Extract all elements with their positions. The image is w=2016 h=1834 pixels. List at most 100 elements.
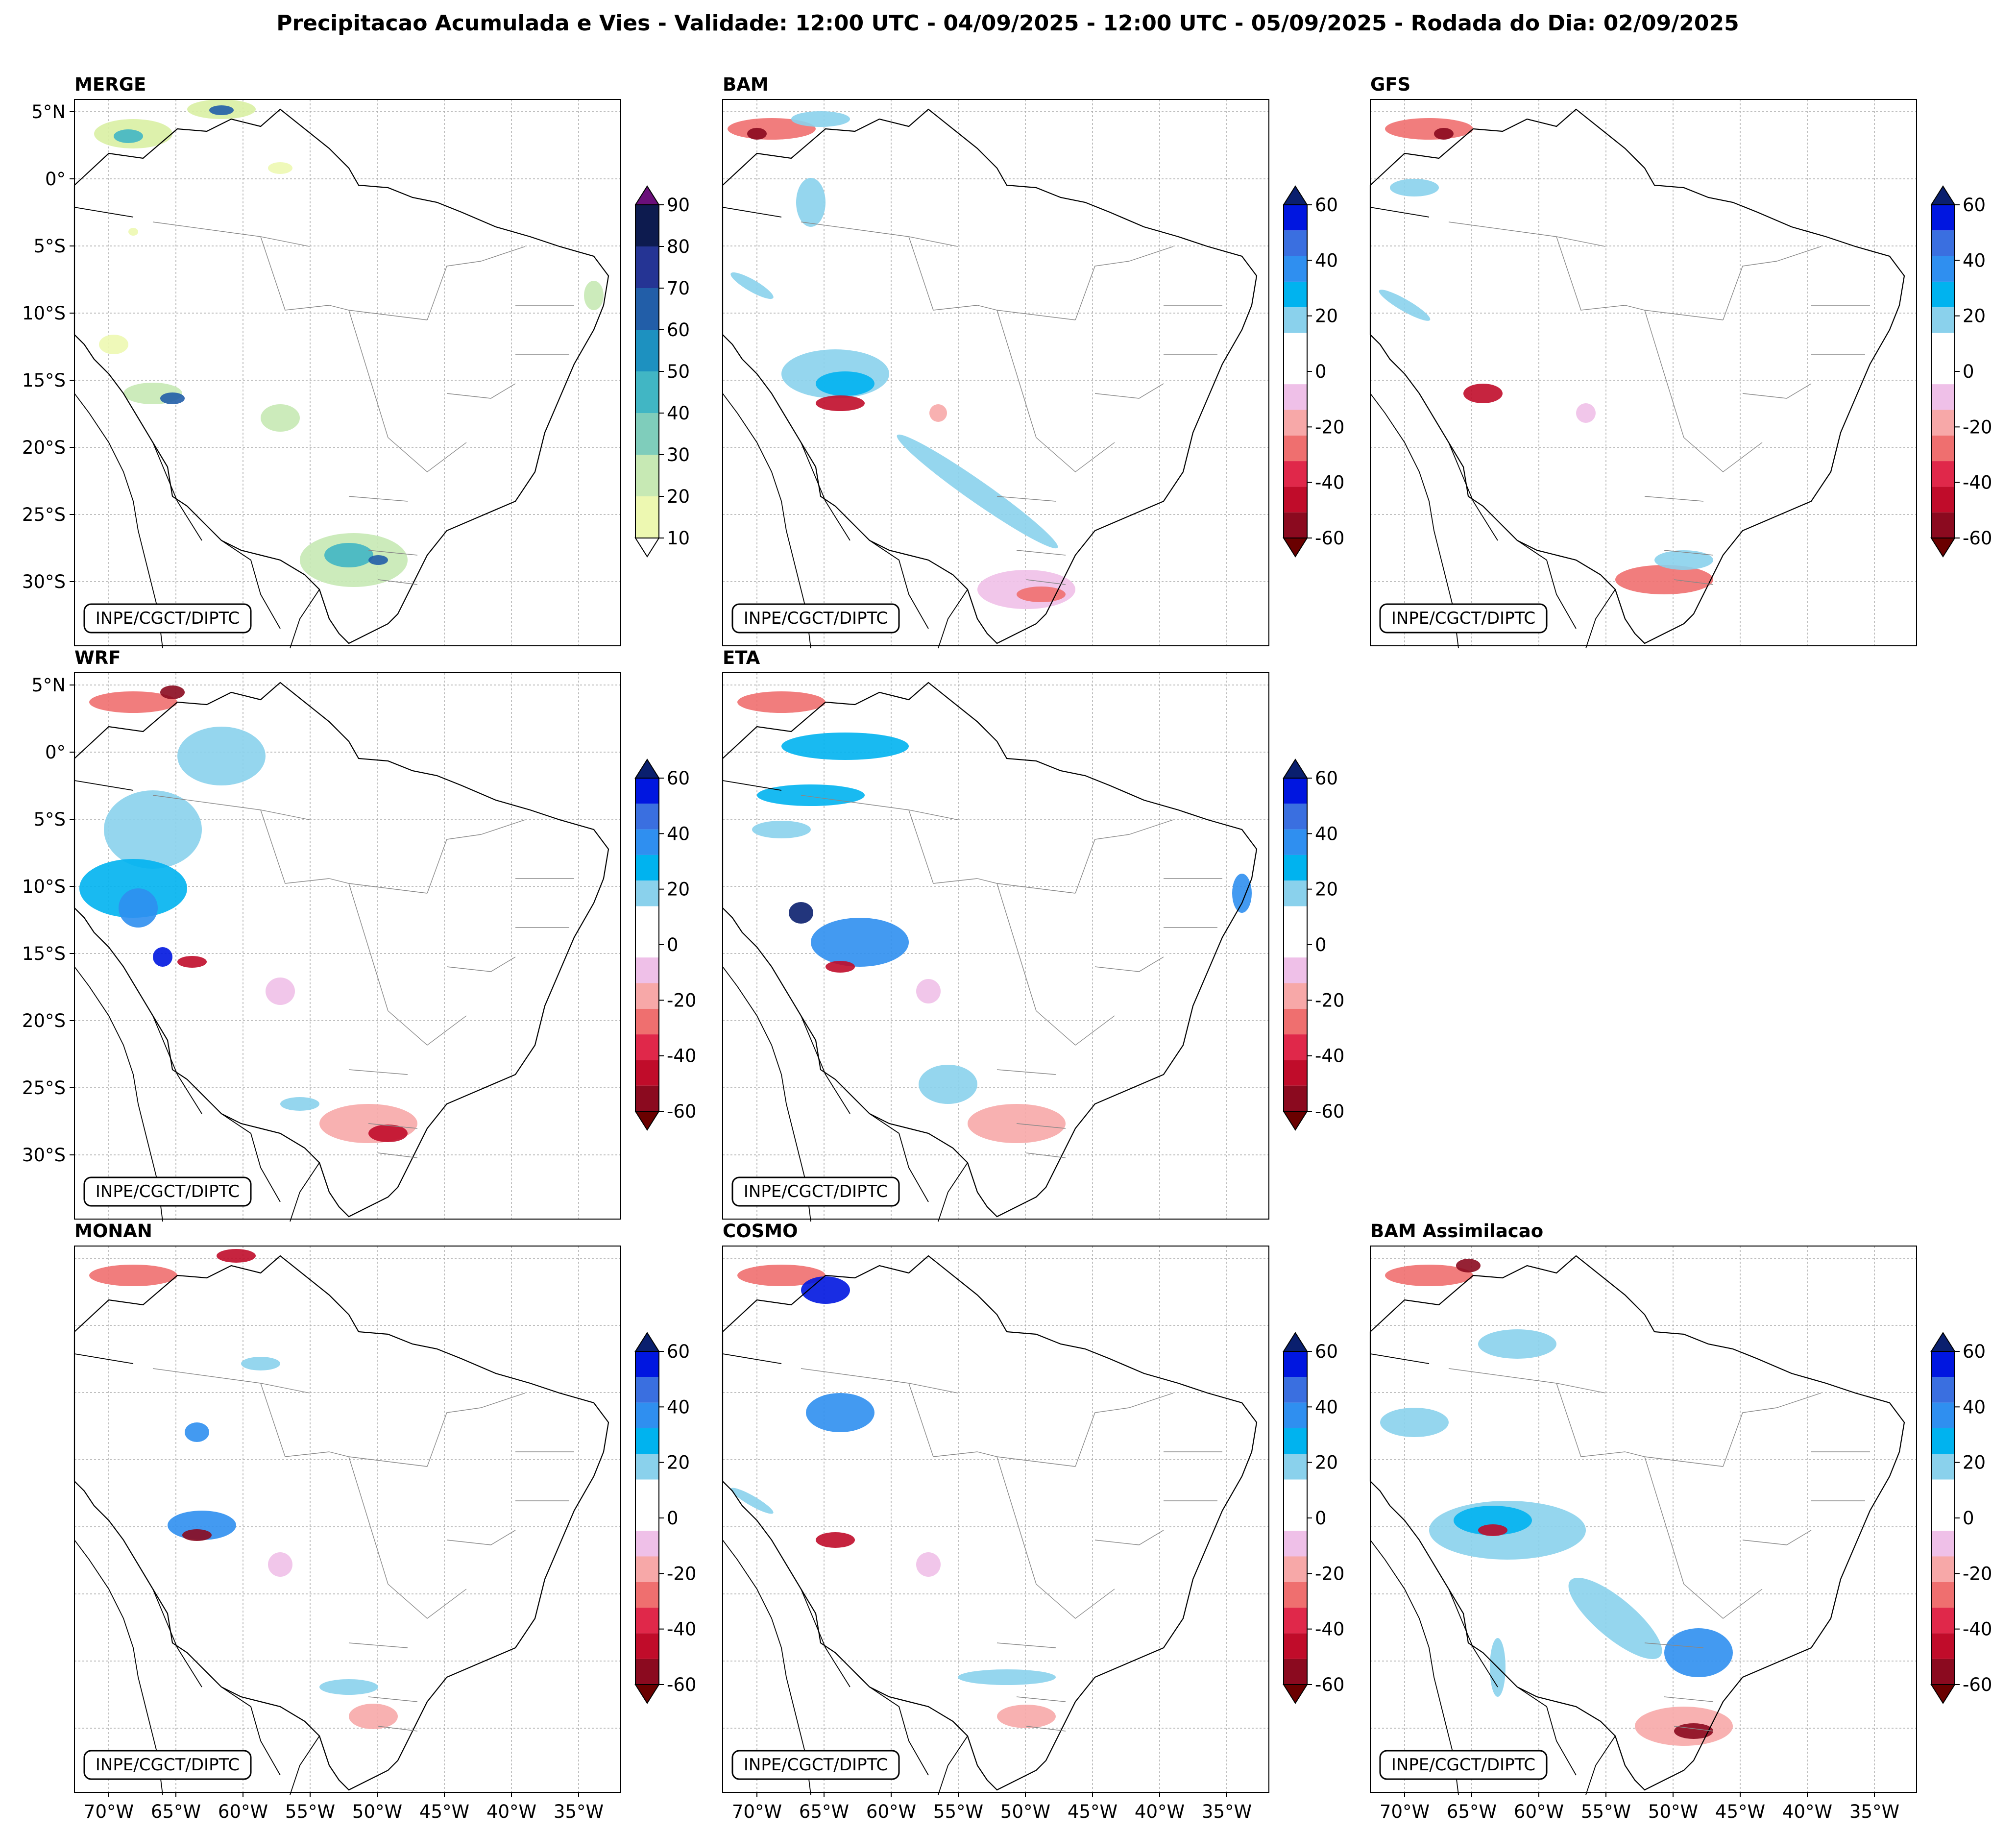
colorbar-segment xyxy=(1284,855,1307,881)
colorbar-segment xyxy=(635,778,659,804)
precip-patch xyxy=(261,404,300,432)
bias-colorbar: 60 40 20 0 -20 -40 -60 xyxy=(1283,185,1344,558)
precip-patch xyxy=(997,1705,1056,1728)
colorbar-tick-label: 40 xyxy=(1963,250,1986,271)
credit-frame xyxy=(731,603,900,634)
lon-label: 60°W xyxy=(866,1801,916,1822)
bias-colorbar: 60 40 20 0 -20 -40 -60 xyxy=(1930,185,1992,558)
colorbar-tick-label: 60 xyxy=(1315,1341,1338,1362)
precip-patch xyxy=(1456,1259,1481,1272)
colorbar-segment xyxy=(1284,435,1307,462)
bias-colorbar: 60 40 20 0 -20 -40 -60 xyxy=(634,758,696,1131)
credit-label: INPE/CGCT/DIPTC xyxy=(1391,1755,1535,1775)
credit-label: INPE/CGCT/DIPTC xyxy=(1391,609,1535,628)
precip-patch xyxy=(791,111,850,127)
colorbar-tick-label: 40 xyxy=(667,823,690,844)
colorbar-tick-label: 60 xyxy=(667,768,690,789)
colorbar-tick-label: 60 xyxy=(1963,195,1986,216)
precip-patch xyxy=(730,272,774,299)
colorbar-segment xyxy=(1284,1505,1307,1531)
credit-label: INPE/CGCT/DIPTC xyxy=(744,609,888,628)
lon-label: 40°W xyxy=(486,1801,536,1822)
colorbar-segment xyxy=(635,1659,659,1685)
colorbar-segment xyxy=(1931,1454,1955,1480)
lon-label: 70°W xyxy=(84,1801,134,1822)
map-background xyxy=(723,1246,1269,1792)
precip-patch xyxy=(826,961,855,973)
colorbar-segment xyxy=(635,1454,659,1480)
colorbar-segment xyxy=(635,1556,659,1582)
precip-patch xyxy=(368,1125,408,1142)
colorbar-tick-label: 20 xyxy=(1315,306,1338,327)
colorbar-tick-label: -60 xyxy=(667,1101,696,1122)
colorbar-segment xyxy=(1284,333,1307,359)
precip-patch xyxy=(1232,874,1252,913)
colorbar-segment xyxy=(635,455,659,496)
colorbar-tick-label: 20 xyxy=(667,1452,690,1473)
precip-patch xyxy=(1434,128,1454,140)
colorbar-tick-label: -60 xyxy=(1963,528,1992,549)
colorbar-segment xyxy=(635,957,659,983)
colorbar-tick-label: -60 xyxy=(1315,1674,1344,1695)
colorbar-segment xyxy=(1284,829,1307,855)
colorbar-segment xyxy=(1284,1608,1307,1634)
credit-label: INPE/CGCT/DIPTC xyxy=(96,609,240,628)
colorbar-tick-label: 60 xyxy=(667,319,690,341)
colorbar-extend-top xyxy=(1283,185,1308,205)
colorbar-tick-label: 0 xyxy=(1315,1508,1327,1529)
colorbar-tick-label: -60 xyxy=(1315,528,1344,549)
colorbar-segment xyxy=(635,1479,659,1505)
precip-patch xyxy=(241,1357,280,1370)
colorbar-segment xyxy=(635,1428,659,1454)
colorbar-segment xyxy=(1931,1582,1955,1608)
colorbar-tick-label: -20 xyxy=(1315,416,1344,438)
precip-patch xyxy=(1385,1265,1473,1286)
colorbar-segment xyxy=(1284,281,1307,308)
lon-label: 45°W xyxy=(419,1801,469,1822)
colorbar-tick-label: 0 xyxy=(667,934,679,955)
colorbar-extend-bottom xyxy=(1930,538,1956,558)
colorbar-segment xyxy=(1931,1659,1955,1685)
colorbar-tick-label: 80 xyxy=(667,236,690,257)
precip-patch xyxy=(119,888,158,928)
lon-label: 35°W xyxy=(1202,1801,1252,1822)
colorbar-tick-label: -60 xyxy=(1315,1101,1344,1122)
colorbar-tick-label: -40 xyxy=(667,1619,696,1640)
colorbar-tick-label: -20 xyxy=(1315,990,1344,1011)
colorbar-segment xyxy=(635,1505,659,1531)
colorbar-segment xyxy=(1931,307,1955,333)
colorbar-extend-top xyxy=(634,758,660,779)
colorbar-extend-bottom xyxy=(634,1684,660,1704)
precip-patch xyxy=(324,543,373,567)
lat-label: 5°N xyxy=(31,675,66,696)
map-frame xyxy=(74,1246,621,1793)
colorbar-segment xyxy=(1284,358,1307,385)
colorbar-tick-label: 20 xyxy=(667,879,690,900)
lon-label: 65°W xyxy=(151,1801,201,1822)
colorbar-segment xyxy=(1931,384,1955,410)
precip-patch xyxy=(177,727,266,785)
precip-patch xyxy=(1380,1408,1449,1437)
colorbar-segment xyxy=(1284,1659,1307,1685)
colorbar-tick-label: -60 xyxy=(667,1674,696,1695)
precip-patch xyxy=(929,404,947,422)
colorbar-segment xyxy=(1931,461,1955,487)
credit-box: INPE/CGCT/DIPTC xyxy=(731,1750,900,1780)
merge-colorbar: 90 80 70 60 50 40 30 20 10 xyxy=(634,185,690,558)
map-frame xyxy=(722,1246,1269,1793)
lon-label: 65°W xyxy=(1447,1801,1497,1822)
precip-patch xyxy=(217,1249,256,1263)
colorbar-segment xyxy=(1931,1351,1955,1377)
credit-box: INPE/CGCT/DIPTC xyxy=(731,1176,900,1207)
lon-label: 60°W xyxy=(218,1801,268,1822)
credit-box: INPE/CGCT/DIPTC xyxy=(1379,1750,1548,1780)
precip-patch xyxy=(89,1265,177,1286)
precip-patch xyxy=(1654,550,1713,570)
colorbar-segment xyxy=(1284,983,1307,1009)
map-frame xyxy=(74,99,621,646)
lon-label: 40°W xyxy=(1135,1801,1185,1822)
colorbar-tick-label: -40 xyxy=(1963,1619,1992,1640)
credit-box: INPE/CGCT/DIPTC xyxy=(83,1750,252,1780)
precip-patch xyxy=(781,733,909,760)
